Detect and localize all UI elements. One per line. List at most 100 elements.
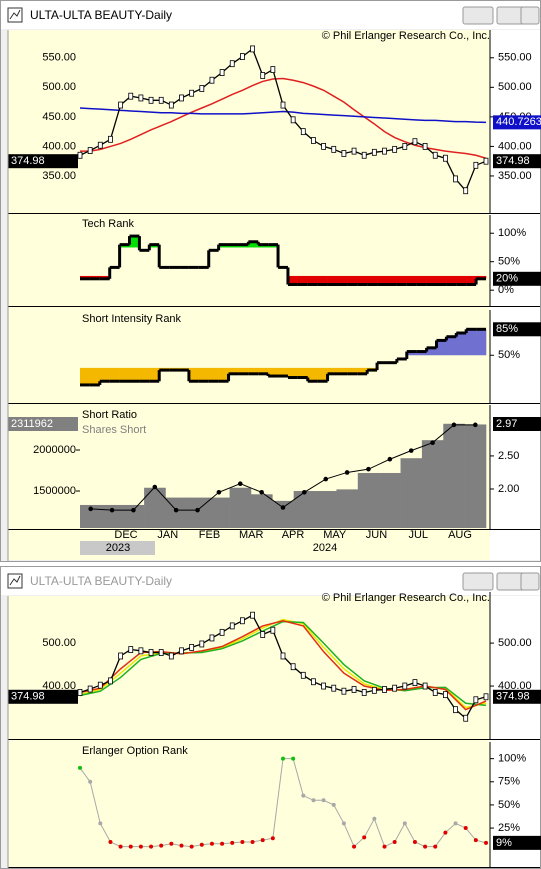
price-bar: [463, 187, 469, 195]
price-bar: [422, 143, 428, 150]
price-bar: [138, 94, 144, 102]
fill-below: [248, 367, 259, 374]
month-label: FEB: [199, 529, 220, 541]
close-button[interactable]: [520, 6, 540, 25]
window-title: ULTA-ULTA BEAUTY-Daily: [30, 574, 172, 588]
ratio-dot: [195, 507, 200, 513]
minimize-button[interactable]: [462, 6, 494, 25]
price-bar: [199, 85, 205, 92]
shares-area: [443, 423, 465, 528]
minimize-button[interactable]: [462, 572, 494, 591]
end-value-label: 440.7263: [496, 116, 541, 128]
shares-area: [293, 491, 316, 528]
price-bar: [97, 141, 103, 149]
month-label: DEC: [114, 529, 137, 541]
rank-dot: [88, 779, 93, 784]
fill-below: [129, 367, 140, 382]
price-bar: [158, 96, 164, 104]
rank-dot: [473, 838, 478, 843]
price-bar: [412, 138, 418, 146]
price-bar: [371, 686, 377, 694]
ratio-dot: [430, 440, 435, 445]
rank-dot: [443, 830, 448, 835]
rank-dot: [169, 841, 174, 846]
ratio-dot: [237, 481, 243, 486]
fill-below: [337, 367, 348, 374]
series-line: [80, 77, 487, 159]
series-line: [79, 107, 487, 124]
price-bar: [179, 647, 184, 655]
end-value-label: 85%: [496, 323, 518, 335]
price-bar: [280, 101, 286, 109]
ratio-dot: [387, 456, 393, 462]
fill-below: [268, 367, 279, 377]
price-bar: [229, 60, 235, 68]
copyright: © Phil Erlanger Research Co., Inc.: [322, 30, 490, 42]
price-bar: [331, 684, 337, 692]
rank-dot: [402, 821, 407, 826]
rank-dot: [159, 843, 164, 848]
rank-dot: [250, 839, 255, 844]
price-bar: [351, 686, 357, 693]
price-bar: [118, 101, 123, 109]
month-label: JAN: [157, 529, 178, 541]
price-bar: [422, 682, 428, 690]
panel-title: Short Intensity Rank: [82, 313, 182, 325]
ratio-dot: [302, 489, 307, 495]
shares-area: [379, 472, 401, 528]
label-box: [493, 835, 541, 850]
price-bar: [442, 154, 448, 162]
price-bar: [392, 684, 398, 692]
price-bar: [260, 631, 266, 638]
rank-dot: [372, 816, 377, 821]
rank-dot: [98, 821, 103, 826]
fill-below: [208, 367, 219, 382]
price-bar: [77, 151, 83, 159]
price-bar: [432, 151, 438, 159]
rank-dot: [118, 844, 123, 849]
shares-area: [80, 504, 102, 528]
fill-below: [307, 367, 318, 382]
ratio-dot: [323, 476, 329, 482]
fill-below: [258, 367, 269, 374]
rank-dot: [230, 840, 235, 845]
price-bar: [108, 135, 113, 143]
fill-below: [357, 367, 368, 374]
y-tick-label: 500.00: [498, 81, 532, 93]
fill-above: [476, 329, 487, 356]
price-bar: [382, 147, 387, 155]
rank-dot: [392, 839, 397, 844]
price-bar: [300, 671, 306, 679]
ratio-dot: [173, 507, 179, 513]
fill-below: [347, 367, 358, 374]
shares-area: [357, 472, 380, 528]
ratio-dot: [216, 489, 222, 495]
price-bar: [97, 681, 103, 689]
app-icon-graph: [9, 575, 21, 586]
rank-dot: [270, 836, 275, 841]
fill-below: [109, 367, 120, 382]
price-bar: [199, 640, 205, 648]
month-label: JUL: [408, 529, 428, 541]
price-bar: [392, 145, 398, 153]
rank-dot: [108, 839, 113, 844]
ratio-dot: [259, 489, 264, 495]
rank-dot: [179, 843, 184, 848]
price-bar: [402, 682, 408, 690]
label-box: [493, 115, 541, 130]
rank-dot: [453, 821, 458, 826]
rank-dot: [331, 802, 336, 807]
legend-entry: Shares Short: [82, 424, 146, 436]
fill-below: [238, 367, 249, 374]
ratio-dot: [152, 484, 158, 490]
fill-below: [99, 367, 111, 382]
price-bar: [158, 649, 164, 656]
fill-above: [446, 336, 457, 356]
rank-dot: [484, 840, 488, 845]
rank-dot: [321, 798, 326, 803]
shares-area: [315, 491, 337, 528]
price-bar: [321, 143, 327, 150]
close-button[interactable]: [520, 572, 540, 591]
y-tick-label: 0%: [498, 284, 514, 296]
y-tick-label-left: 1500000: [33, 485, 76, 497]
